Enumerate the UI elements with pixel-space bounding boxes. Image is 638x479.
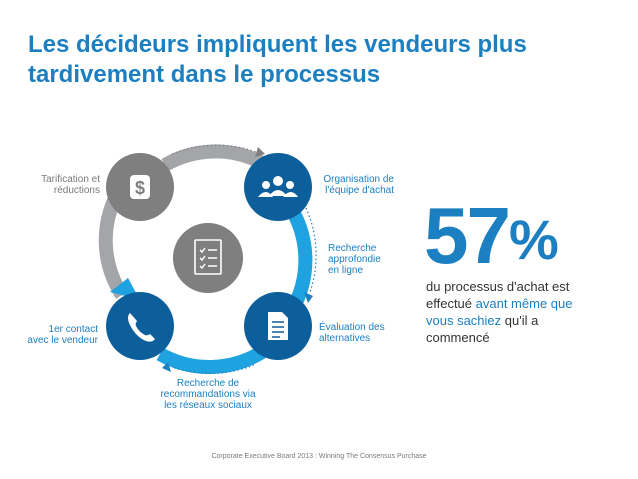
stat-unit: % xyxy=(508,208,559,271)
phone-icon xyxy=(128,313,155,342)
stage-label-team-line-1: Organisation de xyxy=(323,174,394,185)
stat-line-2-plain: effectué xyxy=(426,296,476,311)
stage-label-pricing-line-1: Tarification et xyxy=(41,174,100,185)
stage-label-evaluation-line-1: Évaluation des xyxy=(319,322,385,333)
title-line-2: tardivement dans le processus xyxy=(28,61,381,88)
cycle-dotted-track-top xyxy=(171,144,257,155)
stage-label-pricing-line-2: réductions xyxy=(53,185,100,196)
stage-label-research: Recherche approfondie en ligne xyxy=(328,243,398,276)
stage-label-contact: 1er contact avec le vendeur xyxy=(18,324,98,346)
team-node xyxy=(244,153,312,221)
stat-number: 57 xyxy=(424,191,511,280)
page-title: Les décideurs impliquent les vendeurs pl… xyxy=(28,30,588,90)
title-line-1: Les décideurs impliquent les vendeurs pl… xyxy=(28,31,527,58)
stage-label-team: Organisation de l'équipe d'achat xyxy=(300,174,394,196)
cycle-arrowhead-right xyxy=(304,292,313,303)
cycle-arrowhead-bottom xyxy=(162,362,171,372)
dollar-icon: $ xyxy=(130,175,150,199)
stat-line-3-plain: qu'il a xyxy=(501,313,539,328)
stage-label-social-line-3: les réseaux sociaux xyxy=(164,400,252,411)
cycle-arc-blue-right xyxy=(285,206,313,314)
stage-label-social-line-1: Recherche de xyxy=(176,378,240,389)
center-checklist-node xyxy=(173,223,243,293)
stat-line-3: vous sachiez qu'il a xyxy=(426,312,616,329)
stat-value: 57% xyxy=(424,196,559,276)
source-citation: Corporate Executive Board 2013 : Winning… xyxy=(211,453,427,460)
cycle-arc-blue-bottom xyxy=(156,345,266,374)
group-icon xyxy=(258,176,298,197)
stage-label-social: Recherche de recommandations via les rés… xyxy=(150,378,266,411)
stat-line-4: commencé xyxy=(426,330,490,345)
stage-label-research-line-2: approfondie xyxy=(328,254,381,265)
cycle-arrowhead-top xyxy=(255,147,265,157)
stat-line-3-highlight: vous sachiez xyxy=(426,313,502,328)
pricing-node: $ xyxy=(106,153,174,221)
stage-label-contact-line-2: avec le vendeur xyxy=(27,335,98,346)
cycle-dotted-track-bottom xyxy=(171,364,255,374)
cycle-arc-grey-top xyxy=(161,144,266,172)
contact-node xyxy=(106,292,174,360)
stat-line-2: effectué avant même que xyxy=(426,295,616,312)
stage-label-evaluation: Évaluation des alternatives xyxy=(319,322,399,344)
document-icon xyxy=(268,312,288,340)
stage-label-evaluation-line-2: alternatives xyxy=(319,333,371,344)
cycle-dotted-track-right xyxy=(305,207,317,293)
stat-description: du processus d'achat est effectué avant … xyxy=(426,278,616,346)
stage-label-research-line-3: en ligne xyxy=(328,265,364,276)
evaluation-node xyxy=(244,292,312,360)
stage-label-social-line-2: recommandations via xyxy=(160,389,256,400)
checklist-icon xyxy=(194,239,222,275)
stage-label-pricing: Tarification et réductions xyxy=(28,174,100,196)
stat-line-1: du processus d'achat est xyxy=(426,279,570,294)
stat-line-2-highlight: avant même que xyxy=(475,296,573,311)
stage-label-research-line-1: Recherche xyxy=(328,243,377,254)
svg-text:$: $ xyxy=(135,178,145,198)
stage-label-contact-line-1: 1er contact xyxy=(48,324,98,335)
stage-label-team-line-2: l'équipe d'achat xyxy=(325,185,394,196)
